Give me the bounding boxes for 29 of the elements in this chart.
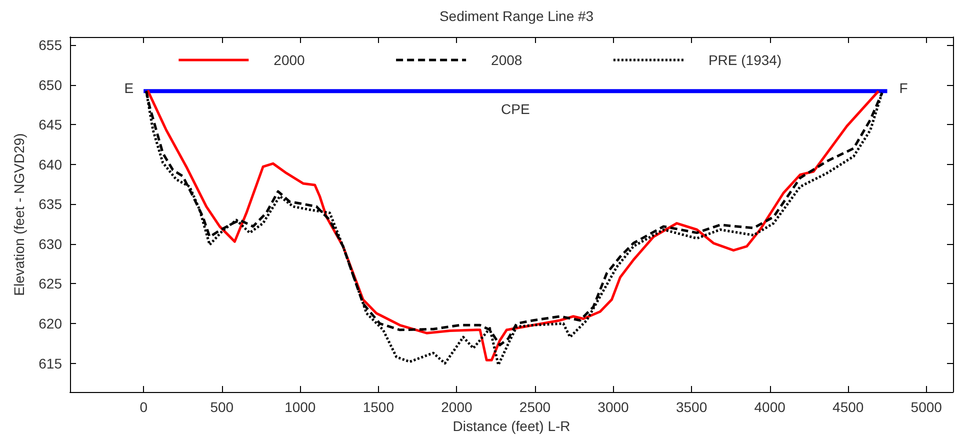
y-axis-title: Elevation (feet - NGVD29) [11,133,27,296]
x-tick-label: 1000 [284,399,316,415]
y-tick-label: 630 [38,236,62,252]
x-tick-label: 5000 [910,399,942,415]
x-tick-label: 0 [140,399,148,415]
y-tick-label: 650 [38,76,62,93]
y-tick-label: 655 [38,36,62,53]
legend-label: 2000 [274,52,306,68]
x-tick-label: 1500 [362,399,394,415]
x-tick-label: 2500 [519,399,551,415]
legend-label: PRE (1934) [708,52,782,68]
x-tick-label: 2000 [441,399,472,415]
y-tick-label: 620 [38,316,62,332]
chart-title: Sediment Range Line #3 [439,8,594,24]
y-tick-label: 615 [38,355,62,372]
x-tick-label: 4500 [832,399,864,415]
x-tick-label: 3500 [676,399,708,415]
annotation: F [899,80,908,96]
x-tick-label: 4000 [754,399,786,415]
x-tick-label: 500 [210,399,234,415]
annotation: CPE [501,101,530,118]
x-axis-title: Distance (feet) L-R [452,418,570,434]
x-tick-label: 3000 [598,399,630,415]
y-tick-label: 640 [38,156,62,172]
y-tick-label: 625 [38,276,62,292]
legend-label: 2008 [491,52,522,68]
annotation: E [124,80,134,96]
y-tick-label: 645 [38,116,62,133]
y-tick-label: 635 [38,196,62,212]
